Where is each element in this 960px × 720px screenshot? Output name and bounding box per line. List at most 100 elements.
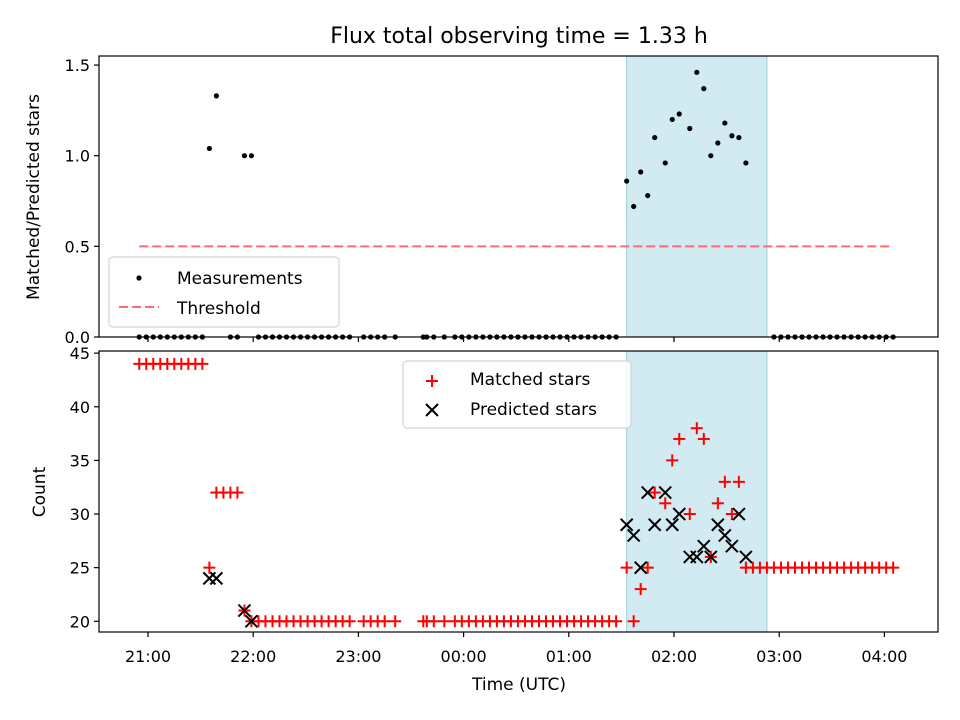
bottom-y-tick-label: 40 — [70, 398, 90, 417]
measurement-point — [669, 116, 675, 123]
top-y-tick-label: 0.5 — [65, 237, 90, 256]
matched-star-point — [196, 357, 209, 370]
predicted-star-point — [704, 550, 718, 564]
predicted-star-point — [739, 550, 753, 564]
matched-star-point — [732, 475, 745, 488]
measurement-point — [743, 160, 749, 166]
x-tick-label: 03:00 — [756, 647, 802, 666]
matched-star-point — [718, 475, 731, 488]
predicted-star-point — [658, 485, 672, 500]
predicted-star-point — [665, 518, 679, 532]
measurement-point — [248, 153, 255, 159]
matched-star-point — [887, 561, 900, 574]
x-tick-label: 21:00 — [125, 647, 171, 666]
top-y-tick-label: 1.5 — [65, 56, 90, 75]
matched-star-point — [666, 454, 679, 467]
bottom-y-tick-label: 35 — [70, 451, 90, 470]
matched-star-point — [683, 508, 696, 521]
measurement-point — [736, 134, 742, 141]
x-tick-label: 23:00 — [335, 647, 381, 666]
measurement-point — [631, 203, 637, 210]
predicted-star-point — [690, 550, 704, 564]
top-y-axis-label: Matched/Predicted stars — [24, 94, 44, 300]
predicted-star-point — [209, 571, 224, 586]
predicted-star-point — [672, 507, 686, 521]
matched-star-point — [627, 615, 640, 628]
measurement-point — [708, 153, 714, 159]
measurement-point — [676, 111, 682, 117]
x-tick-label: 22:00 — [230, 647, 276, 666]
measurement-point — [645, 192, 651, 199]
predicted-star-point — [237, 603, 252, 618]
x-tick-label: 04:00 — [861, 647, 907, 666]
measurement-point — [652, 134, 658, 141]
top-legend: Measurements Threshold — [108, 256, 340, 328]
measurement-point — [638, 169, 644, 175]
bottom-axes-frame — [98, 350, 939, 633]
x-tick-label: 00:00 — [441, 647, 487, 666]
x-tick-label: 01:00 — [546, 647, 592, 666]
top-legend-box — [108, 256, 340, 328]
matched-star-point — [634, 583, 647, 596]
matched-star-point — [427, 615, 440, 628]
top-y-tick-label: 0.0 — [65, 328, 90, 347]
matched-star-point — [690, 422, 703, 435]
predicted-stars-points — [202, 485, 753, 628]
bottom-y-tick-label: 45 — [70, 344, 90, 363]
bottom-panel: 20 25 30 35 40 45 21:00 22:00 23:00 00:00 01:00 02… — [30, 344, 939, 695]
predicted-star-point — [725, 539, 739, 553]
matched-star-point — [203, 561, 216, 574]
predicted-star-point — [640, 485, 655, 500]
matched-star-point — [378, 615, 391, 628]
matched-star-point — [659, 497, 672, 510]
chart-title: Flux total observing time = 1.33 h — [330, 24, 708, 49]
bottom-y-tick-label: 25 — [70, 559, 90, 578]
matched-star-point — [725, 508, 738, 521]
matched-star-point — [231, 486, 244, 499]
x-axis-label: Time (UTC) — [471, 675, 566, 695]
bottom-y-ticks: 20 25 30 35 40 45 — [70, 344, 99, 631]
measurement-point — [687, 125, 693, 132]
predicted-star-point — [732, 507, 746, 521]
matched-star-point — [711, 497, 724, 510]
top-y-ticks: 0.0 0.5 1.0 1.5 — [65, 56, 99, 347]
measurement-point — [241, 153, 248, 159]
matched-star-point — [673, 432, 686, 445]
matched-star-point — [648, 486, 661, 499]
measurement-point — [624, 178, 630, 184]
legend-measurements-label: Measurements — [177, 269, 303, 289]
bottom-y-tick-label: 20 — [70, 612, 90, 631]
legend-matched-label: Matched stars — [470, 370, 590, 390]
measurement-point — [206, 145, 212, 152]
measurement-point — [715, 140, 721, 146]
matched-star-point — [620, 561, 633, 574]
bottom-legend: Matched stars Predicted stars — [402, 360, 632, 429]
predicted-star-point — [244, 614, 259, 628]
bottom-legend-box — [402, 360, 632, 429]
legend-threshold-label: Threshold — [176, 299, 261, 319]
matched-star-point — [343, 615, 356, 628]
measurement-point — [722, 120, 728, 126]
top-x-ticks — [147, 337, 886, 342]
matched-stars-points — [133, 357, 900, 628]
top-axes-frame — [98, 55, 939, 338]
measurement-point — [729, 133, 735, 139]
matched-star-point — [389, 615, 402, 628]
legend-matched-marker — [426, 375, 438, 387]
legend-predicted-marker — [425, 403, 439, 417]
top-panel: 0.0 0.5 1.0 1.5 Matched/Predicted stars Mea… — [24, 55, 939, 347]
matched-star-point — [438, 615, 451, 628]
measurement-point — [662, 160, 668, 166]
legend-measurements-marker — [136, 275, 142, 281]
predicted-star-point — [718, 528, 732, 543]
legend-predicted-label: Predicted stars — [470, 400, 597, 420]
predicted-star-point — [697, 539, 711, 553]
predicted-star-point — [648, 518, 662, 532]
x-tick-label: 02:00 — [651, 647, 697, 666]
matched-star-point — [610, 615, 623, 628]
measurement-point — [694, 69, 700, 75]
predicted-star-point — [626, 528, 641, 543]
predicted-star-point — [619, 518, 634, 532]
bottom-y-axis-label: Count — [30, 466, 50, 517]
